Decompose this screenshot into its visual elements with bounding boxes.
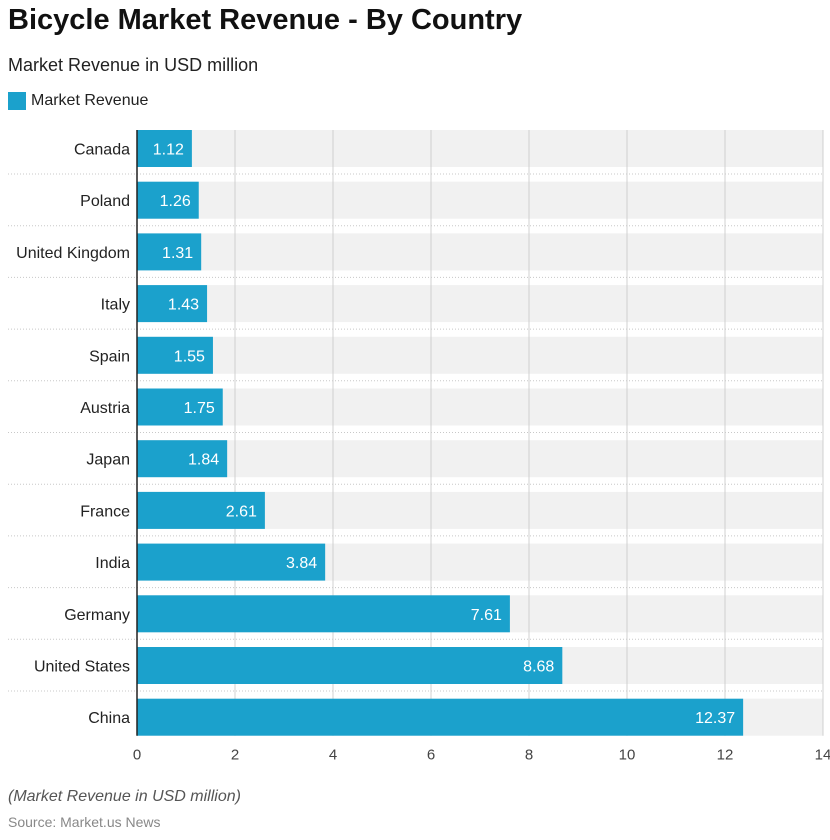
legend: Market Revenue [8, 92, 148, 110]
x-tick-label: 2 [231, 747, 239, 764]
data-label: 1.26 [160, 193, 191, 210]
bar [137, 130, 192, 167]
chart-note: (Market Revenue in USD million) [8, 788, 241, 805]
bar [137, 491, 265, 529]
x-tick-label: 4 [329, 747, 337, 764]
x-tick-label: 10 [619, 747, 636, 764]
chart-title: Bicycle Market Revenue - By Country [8, 4, 523, 36]
category-label: Poland [80, 193, 130, 210]
bar [137, 647, 563, 684]
row-band [137, 336, 823, 374]
row-band [137, 440, 823, 478]
legend-label: Market Revenue [31, 92, 149, 109]
category-label: Italy [101, 297, 130, 314]
bar [137, 285, 208, 323]
category-label: Japan [86, 452, 130, 469]
data-label: 3.84 [286, 555, 317, 572]
x-tick-label: 14 [815, 747, 830, 764]
data-label: 12.37 [695, 710, 735, 727]
data-label: 1.43 [168, 297, 199, 314]
row-band [137, 388, 823, 426]
data-label: 1.55 [174, 348, 205, 365]
bar [137, 336, 213, 374]
category-label: Austria [80, 400, 130, 417]
x-tick-label: 0 [133, 747, 141, 764]
data-label: 1.31 [162, 245, 193, 262]
category-label: United Kingdom [16, 245, 130, 262]
category-label: Germany [64, 607, 130, 624]
x-tick-label: 8 [525, 747, 533, 764]
data-label: 7.61 [471, 607, 502, 624]
bar [137, 181, 199, 219]
data-label: 1.84 [188, 452, 219, 469]
bar [137, 698, 744, 736]
bar [137, 440, 228, 478]
category-label: France [80, 503, 130, 520]
bar [137, 233, 202, 271]
chart-source: Source: Market.us News [8, 814, 161, 830]
x-tick-label: 12 [717, 747, 734, 764]
data-label: 2.61 [226, 503, 257, 520]
row-band [137, 130, 823, 167]
row-band [137, 181, 823, 219]
chart-subtitle: Market Revenue in USD million [8, 55, 259, 75]
category-label: Spain [89, 348, 130, 365]
data-label: 1.75 [184, 400, 215, 417]
bar [137, 595, 510, 633]
category-label: Canada [74, 142, 130, 159]
data-label: 8.68 [523, 659, 554, 676]
category-label: United States [34, 659, 130, 676]
legend-swatch [8, 92, 26, 110]
row-band [137, 233, 823, 271]
data-label: 1.12 [153, 142, 184, 159]
bar [137, 388, 223, 426]
category-label: India [95, 555, 130, 572]
bar-chart: 0 2 4 6 8 10 12 14 1.12 Canada 1.26 Poland 1.31 Unite… [8, 130, 830, 764]
x-tick-label: 6 [427, 747, 435, 764]
category-label: China [88, 710, 130, 727]
row-band [137, 285, 823, 323]
bar [137, 543, 326, 581]
